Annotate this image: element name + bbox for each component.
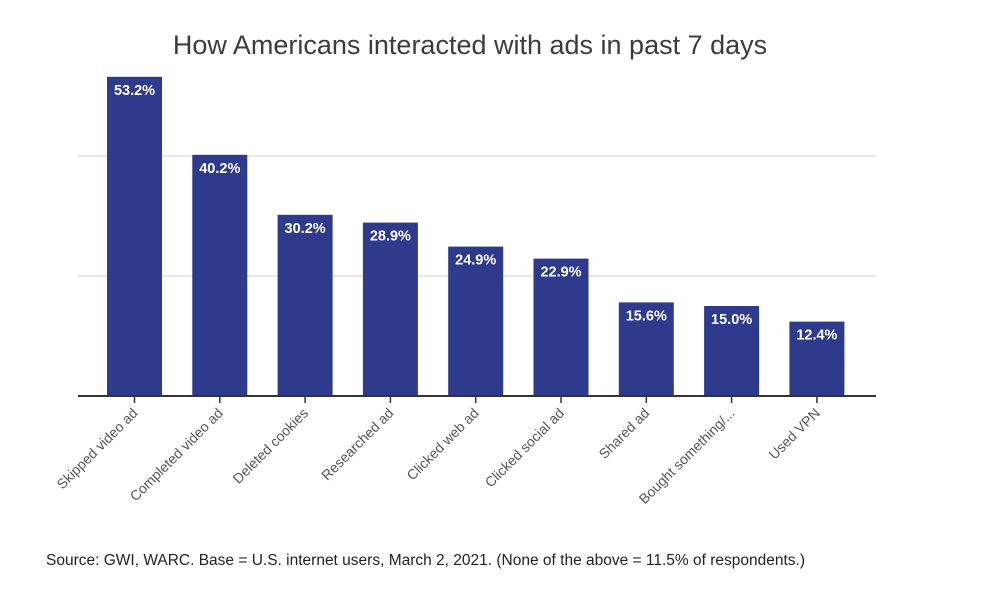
bar-3 bbox=[362, 222, 418, 396]
x-tick-label-6: Shared ad bbox=[595, 405, 652, 462]
x-tick-label-8: Used VPN bbox=[765, 405, 823, 463]
bar-value-label-7: 15.0% bbox=[711, 312, 752, 328]
bar-value-label-4: 24.9% bbox=[455, 253, 496, 269]
x-tick-label-7: Bought something/... bbox=[636, 405, 738, 507]
bar-7 bbox=[704, 306, 760, 396]
bar-value-label-2: 30.2% bbox=[285, 221, 326, 237]
bar-value-label-5: 22.9% bbox=[540, 265, 581, 281]
chart-title: How Americans interacted with ads in pas… bbox=[172, 30, 768, 60]
bar-value-label-3: 28.9% bbox=[370, 229, 411, 245]
bars: 53.2% 40.2% 30.2% 28.9% 24.9% 22.9% 15.6% 15.0%… bbox=[107, 76, 845, 397]
source-note: Source: GWI, WARC. Base = U.S. internet … bbox=[46, 552, 806, 569]
x-tick-label-0: Skipped video ad bbox=[53, 405, 140, 492]
bar-value-label-8: 12.4% bbox=[796, 328, 837, 344]
x-tick-label-2: Deleted cookies bbox=[229, 405, 311, 487]
x-tick-label-4: Clicked web ad bbox=[403, 405, 481, 483]
bar-2 bbox=[277, 214, 333, 396]
x-tick-label-1: Completed video ad bbox=[127, 405, 226, 504]
bar-value-label-6: 15.6% bbox=[626, 308, 667, 324]
bar-6 bbox=[618, 302, 674, 396]
x-tick-label-3: Researched ad bbox=[318, 405, 396, 483]
bar-1 bbox=[192, 154, 248, 396]
bar-4 bbox=[448, 246, 504, 396]
bar-value-label-0: 53.2% bbox=[114, 83, 155, 99]
x-tick-label-5: Clicked social ad bbox=[482, 405, 568, 491]
bar-0 bbox=[107, 76, 162, 397]
bar-8 bbox=[789, 321, 845, 396]
bar-5 bbox=[533, 258, 589, 396]
bar-value-label-1: 40.2% bbox=[199, 161, 240, 177]
